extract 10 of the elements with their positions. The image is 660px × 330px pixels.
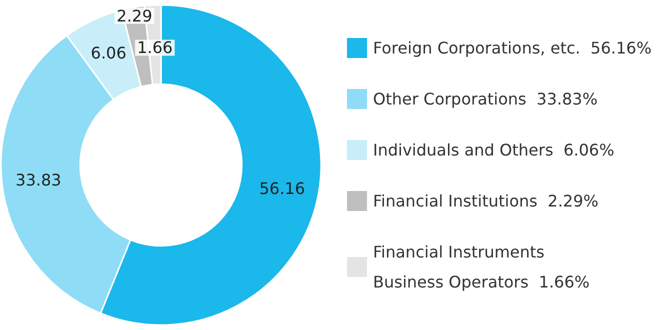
data-label: 56.16 (259, 179, 306, 198)
legend-label: Individuals and Others 6.06% (373, 140, 614, 160)
data-label: 33.83 (16, 170, 62, 190)
data-label: 2.29 (116, 6, 152, 26)
legend-label: Other Corporations 33.83% (373, 90, 598, 108)
data-label: 6.06 (90, 44, 126, 63)
legend-label: Financial Instruments Business Operators 1.66% (373, 242, 590, 292)
data-label: 1.66 (137, 38, 173, 58)
legend-label: Financial Institutions 2.29% (373, 192, 598, 210)
legend-label: Foreign Corporations, etc. 56.16% (373, 38, 652, 58)
